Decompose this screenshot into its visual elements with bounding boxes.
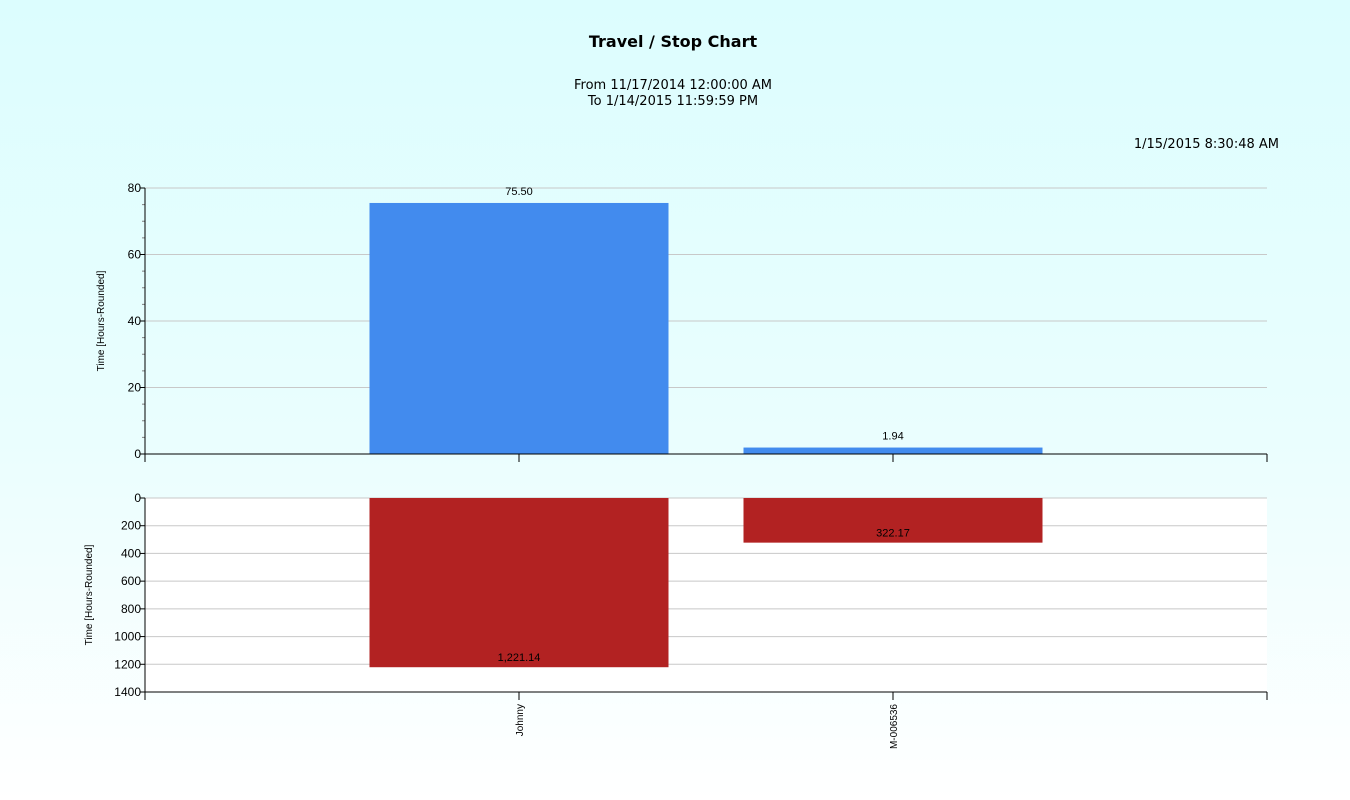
stop-y-tick-label: 0 [134,491,141,505]
stop-bar-m-006536 [743,498,1043,543]
generated-timestamp: 1/15/2015 8:30:48 AM [1133,137,1279,152]
stop-y-tick-label: 1400 [114,685,141,699]
stop-y-tick-label: 400 [121,546,141,560]
stop-plot-background [145,498,1267,692]
stop-y-tick-label: 200 [121,519,141,533]
x-category-label: Johnny [515,704,526,736]
travel-data-label: 75.50 [505,186,533,198]
travel-y-tick-label: 0 [134,447,141,461]
x-category-label: M-006536 [889,704,900,749]
stop-y-tick-label: 600 [121,574,141,588]
stop-y-tick-label: 1200 [114,657,141,671]
travel-y-tick-label: 40 [128,314,142,328]
chart-title: Travel / Stop Chart [588,32,758,51]
travel-y-tick-label: 20 [128,381,142,395]
travel-bar-johnny [369,202,669,454]
date-range-to: To 1/14/2015 11:59:59 PM [587,94,759,109]
stop-y-tick-label: 800 [121,602,141,616]
stop-y-axis-label: Time [Hours-Rounded] [84,544,95,645]
travel-y-tick-label: 80 [128,181,142,195]
travel-y-tick-label: 60 [128,248,142,262]
stop-bar-johnny [369,498,669,668]
travel-y-axis-label: Time [Hours-Rounded] [96,270,107,371]
stop-y-tick-label: 1000 [114,630,141,644]
travel-data-label: 1.94 [882,431,903,443]
stop-data-label: 322.17 [876,528,910,540]
stop-data-label: 1,221.14 [498,652,541,664]
travel-bar-m-006536 [743,447,1043,454]
date-range-from: From 11/17/2014 12:00:00 AM [573,78,773,93]
